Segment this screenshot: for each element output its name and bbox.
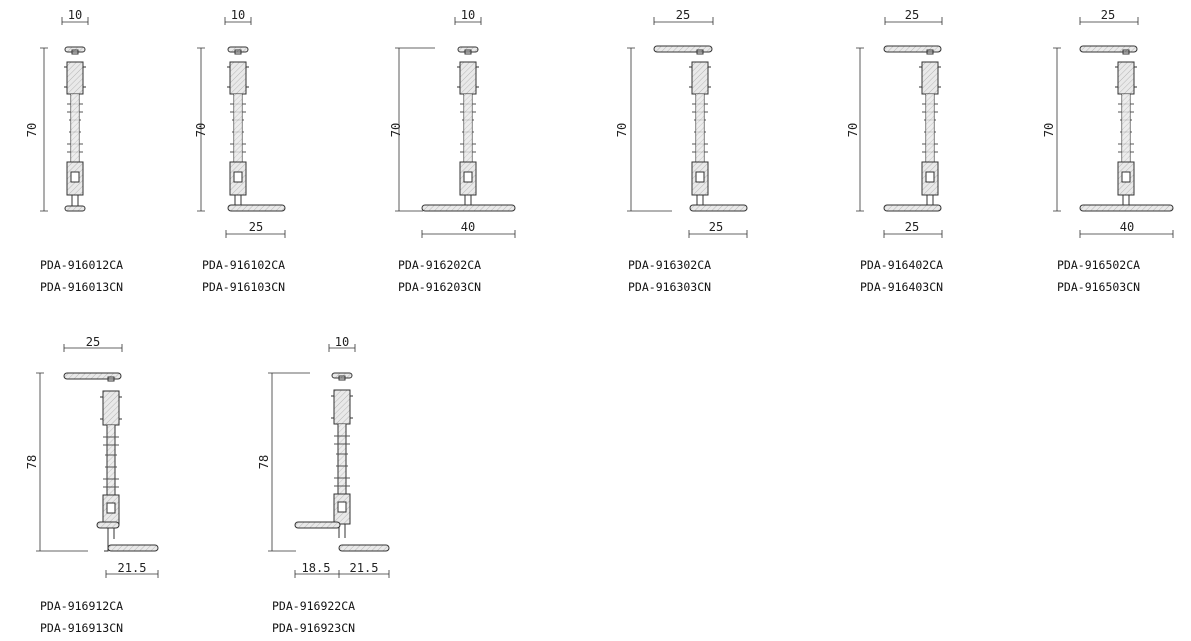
profile-diagram-5: 25 70 25 [846, 8, 943, 238]
part-codes-5: PDA-916402CA PDA-916403CN [860, 254, 943, 298]
profile-diagram-4: 25 70 25 [615, 8, 748, 238]
top-dim-label: 10 [461, 8, 475, 22]
part-code-cn: PDA-916913CN [40, 621, 124, 635]
profile-diagram-7: 25 78 21.5 [25, 335, 159, 578]
top-dim-label: 25 [905, 8, 919, 22]
height-dim-label: 70 [194, 123, 208, 137]
part-codes-8: PDA-916922CA PDA-916923CN [272, 595, 355, 639]
part-code-cn: PDA-916013CN [40, 280, 124, 294]
part-codes-3: PDA-916202CA PDA-916203CN [398, 254, 481, 298]
part-code-cn: PDA-916403CN [860, 280, 944, 294]
bottom-dim-label: 21.5 [350, 561, 379, 575]
part-code-ca: PDA-916302CA [628, 258, 712, 272]
top-dim-label: 25 [86, 335, 100, 349]
top-dim-label: 25 [676, 8, 690, 22]
bottom-dim-label: 40 [461, 220, 475, 234]
bottom-dim-label: 40 [1120, 220, 1134, 234]
part-code-ca: PDA-916502CA [1057, 258, 1141, 272]
height-dim-label: 78 [257, 455, 271, 469]
profile-diagram-8: 10 78 18.5 21.5 [257, 335, 390, 578]
bottom-dim-label: 25 [249, 220, 263, 234]
part-code-cn: PDA-916103CN [202, 280, 286, 294]
top-dim-label: 25 [1101, 8, 1115, 22]
part-codes-6: PDA-916502CA PDA-916503CN [1057, 254, 1140, 298]
profile-diagram-1: 10 70 [25, 8, 89, 212]
height-dim-label: 70 [1042, 123, 1056, 137]
height-dim-label: 70 [25, 123, 39, 137]
part-codes-1: PDA-916012CA PDA-916013CN [40, 254, 123, 298]
height-dim-label: 70 [846, 123, 860, 137]
part-code-cn: PDA-916923CN [272, 621, 356, 635]
part-code-ca: PDA-916912CA [40, 599, 124, 613]
top-dim-label: 10 [68, 8, 82, 22]
bottom-dim-label: 25 [709, 220, 723, 234]
part-codes-7: PDA-916912CA PDA-916913CN [40, 595, 123, 639]
height-dim-label: 70 [615, 123, 629, 137]
bottom-dim-label: 25 [905, 220, 919, 234]
part-code-ca: PDA-916202CA [398, 258, 482, 272]
top-dim-label: 10 [335, 335, 349, 349]
part-code-ca: PDA-916012CA [40, 258, 124, 272]
profile-diagram-2: 10 70 25 [194, 8, 286, 238]
part-code-ca: PDA-916922CA [272, 599, 356, 613]
bottom-dim-label: 21.5 [118, 561, 147, 575]
part-codes-2: PDA-916102CA PDA-916103CN [202, 254, 285, 298]
part-code-cn: PDA-916203CN [398, 280, 482, 294]
part-code-cn: PDA-916503CN [1057, 280, 1141, 294]
bottom-dim-left-label: 18.5 [302, 561, 331, 575]
part-code-ca: PDA-916102CA [202, 258, 286, 272]
profile-diagram-6: 25 70 40 [1042, 8, 1174, 238]
top-dim-label: 10 [231, 8, 245, 22]
height-dim-label: 70 [389, 123, 403, 137]
part-codes-4: PDA-916302CA PDA-916303CN [628, 254, 711, 298]
height-dim-label: 78 [25, 455, 39, 469]
profile-diagram-3: 10 70 40 [389, 8, 516, 238]
part-code-cn: PDA-916303CN [628, 280, 712, 294]
part-code-ca: PDA-916402CA [860, 258, 944, 272]
